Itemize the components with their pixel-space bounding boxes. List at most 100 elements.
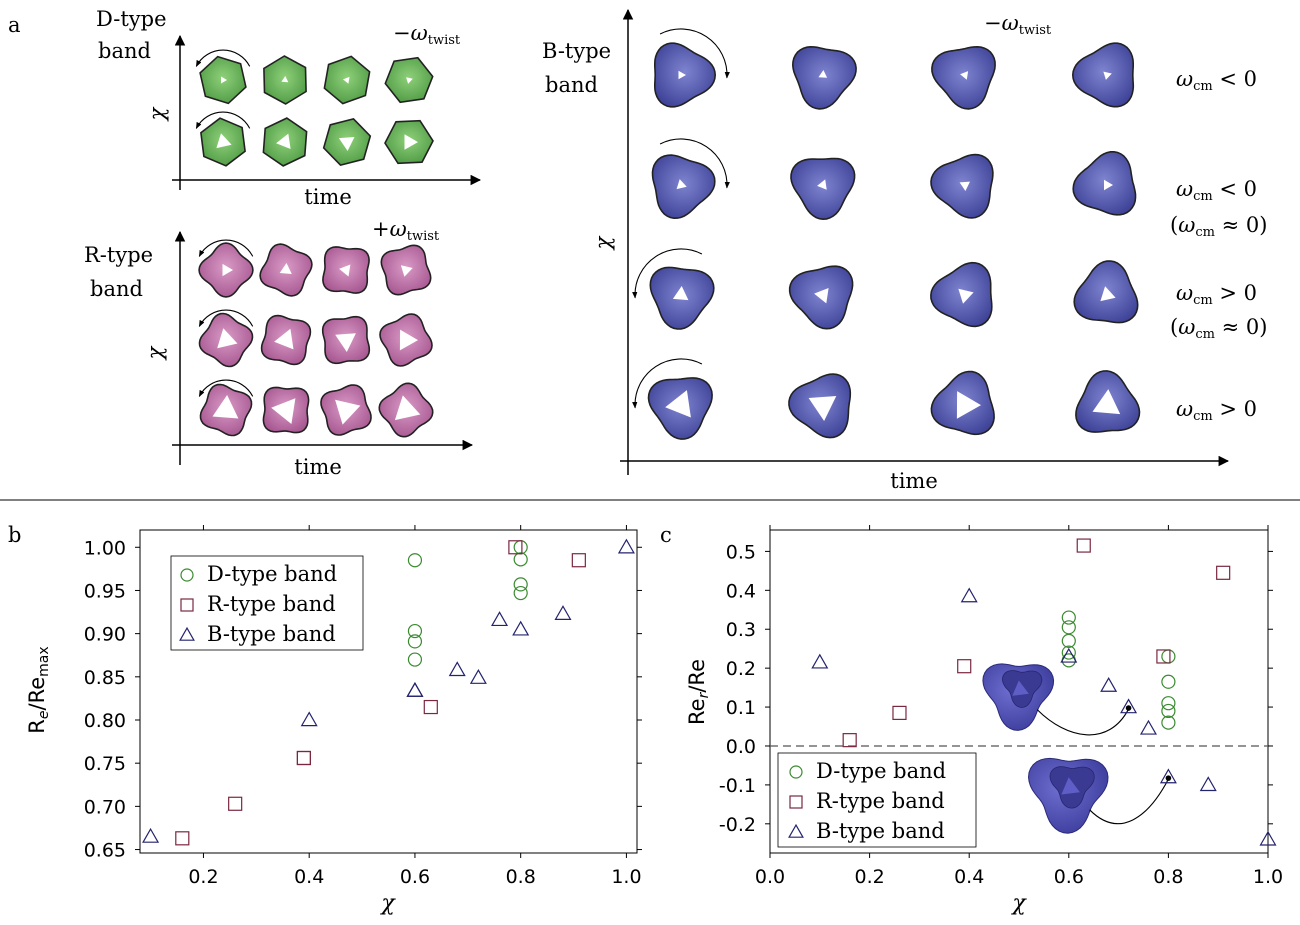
- y-tick-label: 1.00: [84, 537, 126, 559]
- legend-marker: [789, 795, 803, 809]
- b-type-shape: [788, 265, 854, 330]
- b-type-row-sublabel: (ωcm ≈ 0): [1170, 315, 1267, 342]
- d-type-shape: [199, 55, 247, 105]
- y-tick-label: 0.4: [726, 580, 756, 602]
- data-point: [407, 553, 423, 568]
- data-point: [1161, 715, 1176, 730]
- r-type-subpanel: R-type band +ωtwist χ time: [84, 217, 474, 479]
- band-3d-inset: [982, 663, 1055, 731]
- y-tick-label: 0.3: [726, 619, 756, 641]
- data-point: [296, 750, 312, 766]
- series-triangle: [811, 587, 1277, 846]
- data-point: [406, 681, 424, 697]
- legend-marker: [180, 568, 194, 582]
- data-point: [1139, 719, 1157, 735]
- data-point: [469, 668, 487, 684]
- b-type-shape: [1071, 42, 1135, 108]
- inset-leader-line: [1089, 778, 1169, 825]
- data-point: [513, 552, 528, 567]
- legend-label: R-type band: [816, 789, 945, 813]
- data-point: [448, 661, 466, 677]
- d-type-shape: [322, 118, 372, 166]
- legend-label: B-type band: [816, 819, 945, 843]
- panel-c: c 0.0 0.2 0.4 0.6 0.8 1.0 -0.2 -0.1 0.0 0.1 0.2 0.3…: [660, 523, 1283, 916]
- panel-b-ylabel: Re/Remax: [25, 646, 52, 733]
- x-tick-label: 0.6: [1054, 866, 1084, 888]
- band-3d-inset: [1027, 757, 1109, 834]
- panel-b: b 0.2 0.4 0.6 0.8 1.0 0.65 0.70 0.75 0.80 0.85 0.9…: [8, 523, 642, 916]
- x-tick-label: 0.6: [400, 866, 430, 888]
- r-type-xlabel: time: [294, 455, 342, 479]
- data-point: [228, 796, 243, 811]
- d-type-shape: [323, 55, 371, 105]
- b-type-shape: [647, 377, 713, 440]
- d-type-title-1: D-type: [96, 7, 167, 31]
- y-tick-label: 0.0: [726, 736, 756, 758]
- data-point: [142, 827, 160, 843]
- y-tick-label: 0.80: [84, 710, 126, 732]
- b-type-shape: [790, 157, 856, 221]
- b-type-subpanel: B-type band −ωtwist χ time ωcm < 0 ωcm < …: [542, 8, 1267, 493]
- y-tick-label: 0.95: [84, 580, 126, 602]
- r-type-title-2: band: [90, 277, 143, 301]
- b-type-shape: [651, 154, 716, 220]
- r-type-shape: [321, 315, 371, 365]
- x-tick-label: 0.8: [506, 866, 536, 888]
- r-type-shape: [198, 312, 254, 368]
- panel-b-letter: b: [8, 523, 21, 547]
- r-type-rotation-arrow: [198, 379, 254, 397]
- b-type-rotation-arrow: [632, 358, 703, 409]
- panel-c-legend: D-type band R-type band B-type band: [777, 752, 977, 848]
- x-tick-label: 0.4: [294, 866, 324, 888]
- data-point: [1161, 649, 1176, 664]
- x-tick-label: 0.2: [188, 866, 218, 888]
- y-tick-label: 0.1: [726, 697, 756, 719]
- b-type-shape: [930, 261, 993, 328]
- series-square: [842, 538, 1231, 748]
- highlight-dot: [1125, 705, 1132, 711]
- d-type-shape: [200, 117, 246, 167]
- panel-c-legend-box: [777, 752, 977, 848]
- b-type-rotation-arrow: [659, 138, 730, 189]
- b-type-shape: [930, 153, 994, 219]
- b-type-shape: [1075, 370, 1141, 433]
- legend-marker: [179, 626, 195, 641]
- d-type-subpanel: D-type band −ωtwist χ time: [96, 7, 482, 209]
- b-type-shape: [654, 42, 717, 108]
- d-type-ylabel: χ: [145, 106, 169, 122]
- b-type-shape: [930, 370, 995, 436]
- r-type-shape: [322, 246, 370, 294]
- y-tick-label: -0.2: [719, 814, 756, 836]
- data-point: [892, 705, 907, 721]
- x-tick-label: 0.8: [1153, 866, 1183, 888]
- b-type-rotation-arrow: [659, 28, 730, 79]
- b-type-row-label: ωcm < 0: [1176, 67, 1257, 94]
- data-point: [1161, 674, 1176, 689]
- series-triangle: [142, 538, 635, 843]
- data-point: [508, 540, 523, 555]
- data-point: [1161, 696, 1176, 711]
- data-point: [1259, 830, 1277, 846]
- b-type-shape: [788, 373, 852, 439]
- data-point: [513, 540, 528, 555]
- y-tick-label: 0.2: [726, 658, 756, 680]
- data-point: [406, 681, 424, 697]
- b-type-row-label: ωcm > 0: [1176, 281, 1257, 308]
- b-type-shape: [1073, 260, 1139, 324]
- highlight-dot: [1165, 775, 1172, 781]
- x-tick-label: 1.0: [1253, 866, 1283, 888]
- b-type-rotation-arrow: [632, 248, 703, 299]
- r-type-shape: [320, 384, 372, 436]
- data-point: [1100, 676, 1118, 692]
- r-type-shape: [262, 386, 310, 434]
- y-tick-label: 0.85: [84, 667, 126, 689]
- panel-b-legend-box: [170, 555, 364, 651]
- data-point: [960, 587, 978, 603]
- panel-b-xlabel: χ: [379, 891, 396, 916]
- b-type-xlabel: time: [890, 469, 938, 493]
- legend-label: R-type band: [207, 592, 336, 616]
- r-type-shape: [380, 244, 432, 296]
- x-tick-label: 0.2: [854, 866, 884, 888]
- d-type-shape: [384, 119, 434, 165]
- data-point: [1061, 645, 1076, 660]
